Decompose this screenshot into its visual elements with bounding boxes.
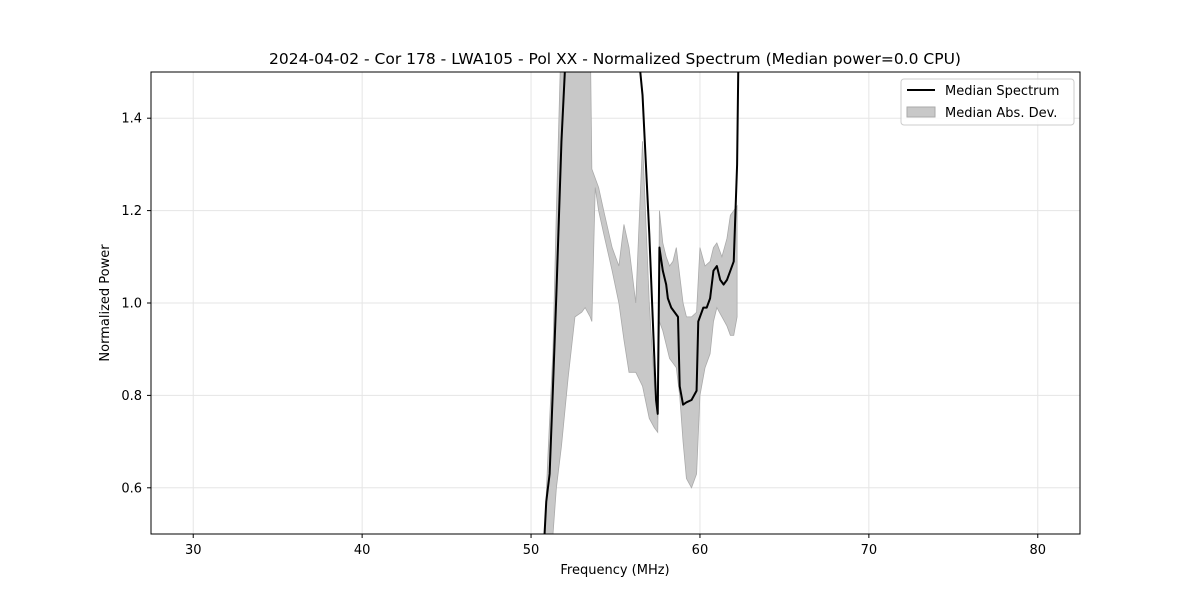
x-tick-label: 80 [1029,543,1046,558]
y-tick-label: 0.8 [121,389,142,404]
x-tick-label: 30 [185,543,202,558]
x-tick-label: 40 [354,543,371,558]
y-tick-label: 1.0 [121,297,142,312]
x-axis-label: Frequency (MHz) [560,563,669,578]
y-tick-label: 0.6 [121,481,142,496]
legend: Median Spectrum Median Abs. Dev. [900,78,1075,126]
chart-title: 2024-04-02 - Cor 178 - LWA105 - Pol XX -… [269,50,961,68]
legend-box [900,78,1075,126]
axis-ticks: 30 40 50 60 70 80 0.6 0.8 1.0 1.2 1.4 [121,112,1046,558]
x-tick-label: 70 [861,543,878,558]
legend-label-median: Median Spectrum [945,84,1059,99]
x-tick-label: 50 [523,543,540,558]
legend-label-mad: Median Abs. Dev. [945,106,1057,121]
legend-band-swatch [906,106,936,118]
plot-area [543,72,740,534]
y-axis-label: Normalized Power [98,244,113,362]
y-tick-label: 1.2 [121,204,142,219]
x-tick-label: 60 [692,543,709,558]
mad-band [544,72,738,534]
y-tick-label: 1.4 [121,112,142,127]
median-spectrum-line [543,72,740,534]
